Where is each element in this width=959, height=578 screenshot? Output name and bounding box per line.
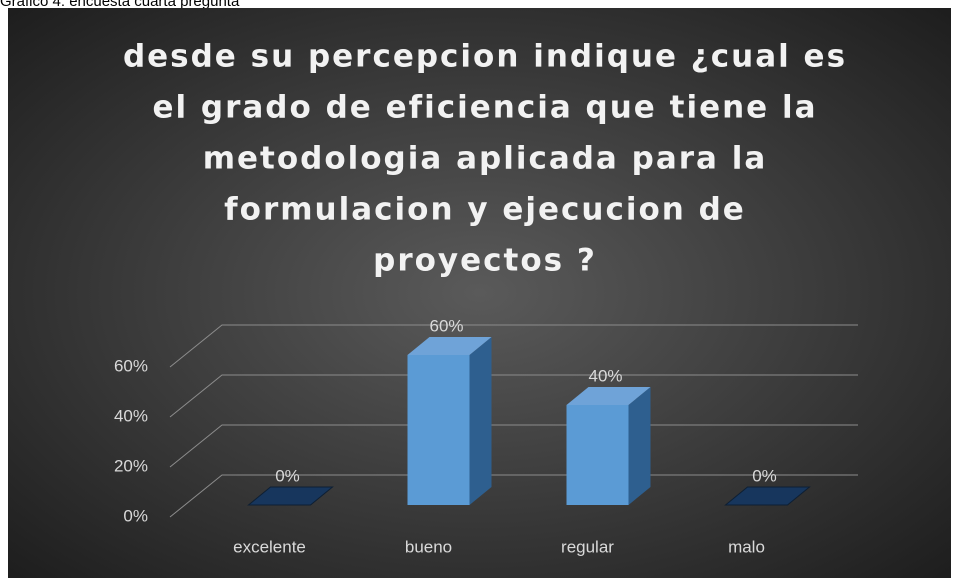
bar	[407, 337, 492, 505]
x-tick-label: bueno	[405, 537, 452, 556]
bar	[724, 486, 811, 506]
bar-top	[724, 486, 811, 506]
x-tick-label: regular	[561, 537, 614, 556]
title-line: formulacion y ejecucion de	[224, 192, 746, 228]
title-line: el grado de eficiencia que tiene la	[152, 90, 817, 126]
x-tick-label: excelente	[233, 537, 306, 556]
bar-side	[469, 337, 492, 505]
bar	[247, 486, 334, 506]
y-tick-label: 0%	[123, 506, 148, 525]
title-line: desde su percepcion indique ¿cual es	[123, 39, 847, 75]
bar-top	[407, 337, 492, 355]
title-line: metodologia aplicada para la	[203, 141, 768, 177]
bar-side	[628, 387, 651, 505]
x-tick-label: malo	[728, 537, 765, 556]
data-label: 60%	[429, 316, 463, 335]
data-label: 0%	[752, 466, 777, 485]
data-label: 40%	[588, 366, 622, 385]
bar-top	[247, 486, 334, 506]
grid-line	[169, 324, 858, 368]
bar-front	[566, 405, 629, 505]
grid-line	[169, 374, 858, 418]
title-line: proyectos ?	[373, 243, 597, 279]
y-tick-label: 20%	[114, 456, 148, 475]
y-tick-label: 40%	[114, 406, 148, 425]
bar-top	[566, 387, 651, 405]
data-label: 0%	[275, 466, 300, 485]
bar-front	[407, 355, 470, 505]
bar	[566, 387, 651, 505]
y-tick-label: 60%	[114, 356, 148, 375]
caption: Gráfico 4: encuesta cuarta pregunta	[0, 0, 240, 10]
chart-title: desde su percepcion indique ¿cual es el g…	[123, 39, 847, 279]
